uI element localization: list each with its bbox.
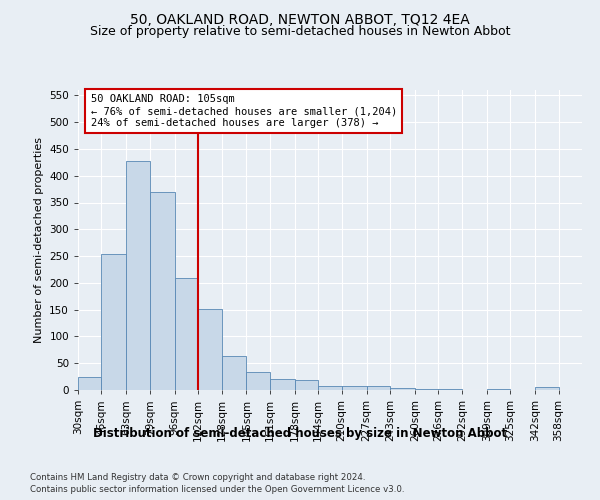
Bar [318, 386, 342, 390]
Bar [175, 278, 198, 390]
Text: 50, OAKLAND ROAD, NEWTON ABBOT, TQ12 4EA: 50, OAKLAND ROAD, NEWTON ABBOT, TQ12 4EA [130, 12, 470, 26]
Text: Contains HM Land Registry data © Crown copyright and database right 2024.: Contains HM Land Registry data © Crown c… [30, 472, 365, 482]
Text: Size of property relative to semi-detached houses in Newton Abbot: Size of property relative to semi-detach… [90, 25, 510, 38]
Bar [415, 389, 439, 390]
Bar [127, 160, 150, 390]
Bar [390, 388, 415, 390]
Bar [342, 386, 367, 390]
Bar [150, 192, 175, 390]
Bar [78, 376, 101, 390]
Y-axis label: Number of semi-detached properties: Number of semi-detached properties [34, 137, 44, 343]
Bar [247, 372, 270, 390]
Bar [535, 387, 559, 390]
Bar [295, 380, 318, 390]
Bar [101, 254, 127, 390]
Text: 50 OAKLAND ROAD: 105sqm
← 76% of semi-detached houses are smaller (1,204)
24% of: 50 OAKLAND ROAD: 105sqm ← 76% of semi-de… [91, 94, 397, 128]
Text: Distribution of semi-detached houses by size in Newton Abbot: Distribution of semi-detached houses by … [93, 428, 507, 440]
Bar [270, 380, 295, 390]
Text: Contains public sector information licensed under the Open Government Licence v3: Contains public sector information licen… [30, 485, 404, 494]
Bar [198, 308, 221, 390]
Bar [221, 356, 247, 390]
Bar [367, 386, 390, 390]
